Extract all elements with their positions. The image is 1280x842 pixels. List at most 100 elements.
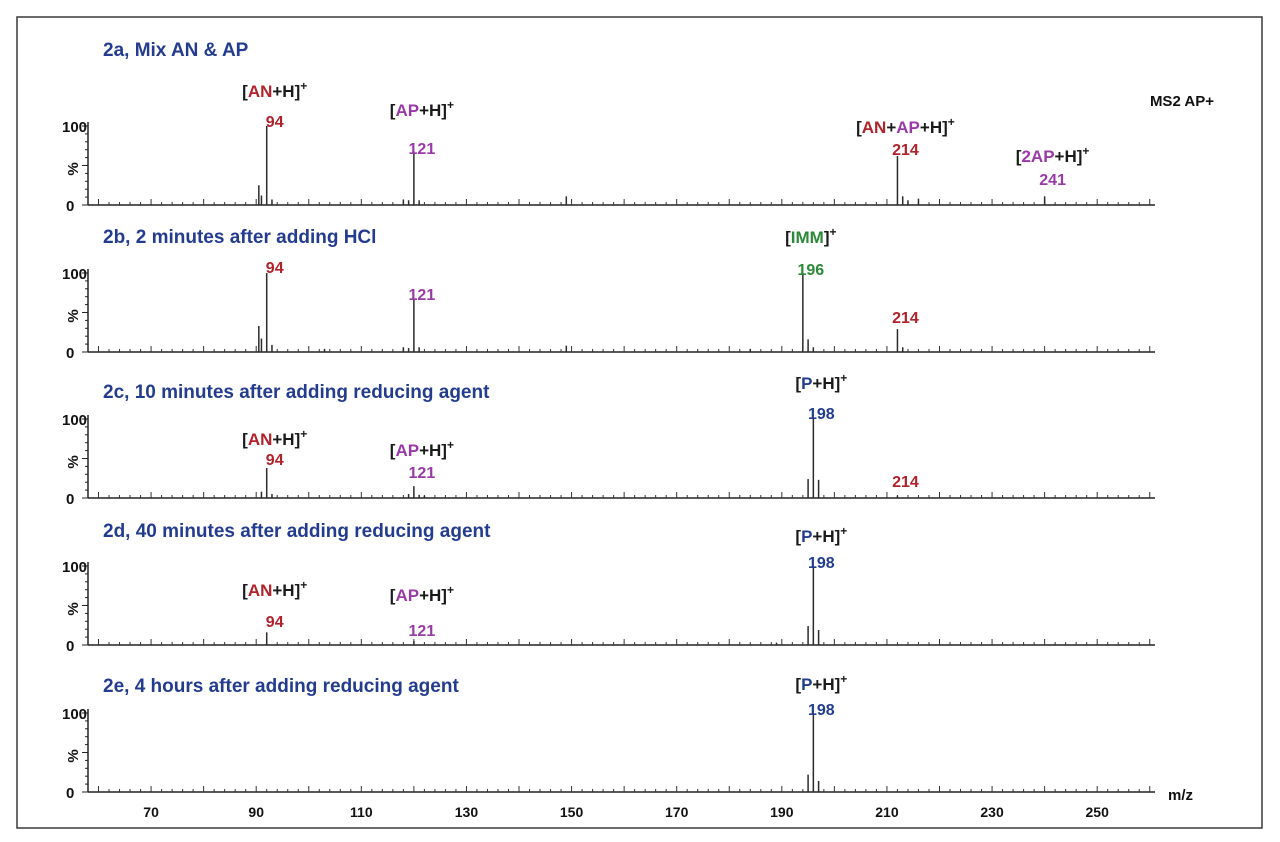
y-axis-label: % (65, 602, 82, 615)
species-part: IMM (791, 228, 824, 247)
peak-value-label: 94 (266, 114, 284, 131)
species-part: [ (795, 675, 801, 694)
peak-value-label: 121 (409, 141, 436, 158)
y-tick-label-0: 0 (66, 785, 74, 802)
species-label: [AP+H]+ (390, 583, 454, 605)
species-part: AP (395, 441, 419, 460)
panel-title: 2e, 4 hours after adding reducing agent (103, 676, 459, 697)
species-part: AN (248, 430, 273, 449)
species-part: [ (1016, 147, 1022, 166)
y-tick-label-100: 100 (62, 119, 87, 136)
species-label: [AP+H]+ (390, 98, 454, 120)
y-tick-label-100: 100 (62, 412, 87, 429)
panel-title: 2b, 2 minutes after adding HCl (103, 227, 376, 248)
charge-superscript: + (840, 371, 847, 385)
species-part: AP (896, 118, 920, 137)
charge-superscript: + (840, 524, 847, 538)
species-part: [ (795, 527, 801, 546)
peak-value-label: 198 (808, 406, 835, 423)
species-label: [AN+H]+ (242, 578, 307, 600)
charge-superscript: + (840, 672, 847, 686)
peak-value-label: 121 (409, 465, 436, 482)
x-tick-label: 170 (665, 804, 689, 820)
x-tick-label: 210 (875, 804, 899, 820)
species-part: [ (242, 82, 248, 101)
species-label: [AP+H]+ (390, 438, 454, 460)
species-label: [IMM]+ (785, 225, 836, 247)
peak-value-label: 196 (797, 262, 824, 279)
species-part: [ (390, 441, 396, 460)
charge-superscript: + (948, 115, 955, 129)
species-part: AN (248, 82, 273, 101)
species-label: [P+H]+ (795, 371, 847, 393)
x-tick-label: 110 (350, 804, 373, 820)
x-tick-label: 70 (143, 804, 159, 820)
charge-superscript: + (300, 427, 307, 441)
peak-value-label: 121 (409, 287, 436, 304)
species-part: +H] (272, 581, 300, 600)
species-part: [ (242, 430, 248, 449)
x-tick-label: 250 (1086, 804, 1110, 820)
species-part: +H] (419, 586, 447, 605)
peak-value-label: 214 (892, 474, 919, 491)
species-part: 2AP (1021, 147, 1054, 166)
figure-label: MS2 AP+ (1150, 93, 1214, 110)
species-part: [ (390, 586, 396, 605)
species-part: AP (395, 586, 419, 605)
peak-value-label: 214 (892, 310, 919, 327)
y-tick-label-0: 0 (66, 638, 74, 655)
charge-superscript: + (1082, 144, 1089, 158)
species-label: [P+H]+ (795, 672, 847, 694)
y-tick-label-100: 100 (62, 559, 87, 576)
species-label: [P+H]+ (795, 524, 847, 546)
species-part: +H] (419, 101, 447, 120)
panel-title: 2d, 40 minutes after adding reducing age… (103, 521, 491, 542)
figure-border (16, 16, 1263, 829)
charge-superscript: + (447, 438, 454, 452)
spectrum-panel-4: 2d, 40 minutes after adding reducing age… (62, 521, 1155, 655)
species-label: [AN+H]+ (242, 79, 307, 101)
species-part: [ (856, 118, 862, 137)
species-part: +H] (812, 527, 840, 546)
charge-superscript: + (447, 583, 454, 597)
y-tick-label-0: 0 (66, 491, 74, 508)
spectrum-panel-5: 2e, 4 hours after adding reducing agent 1… (62, 672, 1155, 802)
peak-value-label: 198 (808, 555, 835, 572)
species-part: [ (390, 101, 396, 120)
charge-superscript: + (300, 79, 307, 93)
species-part: P (801, 374, 812, 393)
y-axis-label: % (65, 309, 82, 322)
spectrum-panel-1: 2a, Mix AN & AP1000%94[AN+H]+121[AP+H]+2… (62, 40, 1155, 215)
peak-value-label: 94 (266, 452, 284, 469)
species-label: [AN+AP+H]+ (856, 115, 955, 137)
spectrum-panel-3: 2c, 10 minutes after adding reducing age… (62, 371, 1155, 508)
x-tick-label: 90 (248, 804, 264, 820)
x-tick-labels: 70 90 110 130 150 170 190 210 230 250 (143, 804, 1109, 820)
species-part: +H] (812, 374, 840, 393)
spectrum-panel-2: 2b, 2 minutes after adding HCl 100 0% 94 121… (62, 225, 1155, 362)
peak-value-label: 214 (892, 142, 919, 159)
species-part: [ (795, 374, 801, 393)
peak-value-label: 94 (266, 614, 284, 631)
species-part: +H] (812, 675, 840, 694)
plot-area: 2a, Mix AN & AP1000%94[AN+H]+121[AP+H]+2… (62, 40, 1155, 820)
species-part: P (801, 675, 812, 694)
species-part: +H] (272, 82, 300, 101)
x-tick-label: 130 (455, 804, 479, 820)
peak-value-label: 241 (1039, 172, 1066, 189)
peak-value-label: 198 (808, 702, 835, 719)
charge-superscript: + (300, 578, 307, 592)
x-tick-label: 230 (980, 804, 1004, 820)
species-part: ] (824, 228, 830, 247)
species-part: +H] (1055, 147, 1083, 166)
y-tick-label-0: 0 (66, 198, 74, 215)
species-part: +H] (272, 430, 300, 449)
species-part: [ (785, 228, 791, 247)
species-part: P (801, 527, 812, 546)
peak-value-label: 94 (266, 260, 284, 277)
y-tick-label-0: 0 (66, 345, 74, 362)
species-part: AN (862, 118, 887, 137)
x-tick-label: 150 (560, 804, 584, 820)
